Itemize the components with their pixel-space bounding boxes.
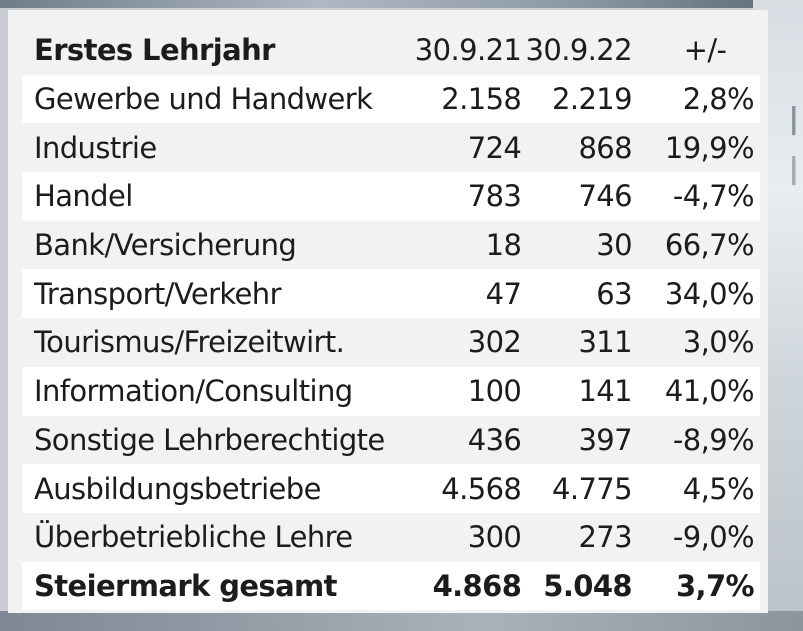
value-2022: 273 (521, 512, 633, 562)
table-row: Information/Consulting 100 141 41,0% (22, 366, 760, 416)
table-row: Ausbildungsbetriebe 4.568 4.775 4,5% (22, 464, 760, 513)
table-row: Tourismus/Freizeitwirt. 302 311 3,0% (22, 318, 760, 367)
table-header-row: Erstes Lehrjahr 30.9.21 30.9.22 +/- (22, 26, 760, 75)
column-header-2021: 30.9.21 (414, 26, 522, 75)
statistics-table-card: Erstes Lehrjahr 30.9.21 30.9.22 +/- Gewe… (8, 10, 768, 613)
value-2022: 30 (521, 220, 633, 270)
column-header-change: +/- (632, 26, 760, 75)
table-title: Erstes Lehrjahr (22, 26, 415, 75)
table-row: Handel 783 746 -4,7% (22, 172, 760, 221)
column-header-2022: 30.9.22 (521, 26, 633, 75)
row-label: Bank/Versicherung (22, 220, 415, 270)
value-change: 19,9% (632, 123, 760, 173)
row-label: Information/Consulting (22, 366, 415, 416)
value-2022: 4.775 (521, 464, 633, 513)
table-row: Sonstige Lehrberechtigte 436 397 -8,9% (22, 415, 760, 465)
table-row: Bank/Versicherung 18 30 66,7% (22, 220, 760, 270)
value-2022: 2.219 (521, 74, 633, 124)
background-fragment: l (788, 150, 799, 194)
value-change: 41,0% (632, 366, 760, 416)
table-row: Überbetriebliche Lehre 300 273 -9,0% (22, 512, 760, 562)
background-photo-top (0, 0, 803, 8)
value-2021: 2.158 (414, 74, 522, 124)
background-fragment: l (788, 100, 799, 144)
table-body: Erstes Lehrjahr 30.9.21 30.9.22 +/- Gewe… (22, 26, 760, 611)
apprenticeship-statistics-table: Erstes Lehrjahr 30.9.21 30.9.22 +/- Gewe… (22, 26, 760, 611)
row-label: Handel (22, 172, 415, 221)
value-2022: 141 (521, 366, 633, 416)
value-change: 4,5% (632, 464, 760, 513)
value-2021: 4.568 (414, 464, 522, 513)
value-change: 3,0% (632, 318, 760, 367)
value-2021: 783 (414, 172, 522, 221)
value-change: 2,8% (632, 74, 760, 124)
row-label: Industrie (22, 123, 415, 173)
row-label: Steiermark gesamt (22, 561, 415, 611)
value-2022: 397 (521, 415, 633, 465)
row-label: Überbetriebliche Lehre (22, 512, 415, 562)
value-2022: 311 (521, 318, 633, 367)
value-change: -4,7% (632, 172, 760, 221)
value-change: 66,7% (632, 220, 760, 270)
value-2021: 18 (414, 220, 522, 270)
table-row: Transport/Verkehr 47 63 34,0% (22, 269, 760, 319)
value-2021: 724 (414, 123, 522, 173)
value-2021: 436 (414, 415, 522, 465)
value-2022: 63 (521, 269, 633, 319)
value-2021: 100 (414, 366, 522, 416)
row-label: Gewerbe und Handwerk (22, 74, 415, 124)
value-2021: 300 (414, 512, 522, 562)
table-row: Gewerbe und Handwerk 2.158 2.219 2,8% (22, 74, 760, 124)
value-2022: 5.048 (521, 561, 633, 611)
row-label: Sonstige Lehrberechtigte (22, 415, 415, 465)
row-label: Ausbildungsbetriebe (22, 464, 415, 513)
background-photo-bottom (0, 611, 803, 631)
row-label: Transport/Verkehr (22, 269, 415, 319)
total-row: Steiermark gesamt 4.868 5.048 3,7% (22, 561, 760, 611)
value-2021: 47 (414, 269, 522, 319)
row-label: Tourismus/Freizeitwirt. (22, 318, 415, 367)
value-2022: 868 (521, 123, 633, 173)
table-row: Industrie 724 868 19,9% (22, 123, 760, 173)
value-change: 34,0% (632, 269, 760, 319)
value-change: -8,9% (632, 415, 760, 465)
value-2022: 746 (521, 172, 633, 221)
value-change: 3,7% (632, 561, 760, 611)
value-change: -9,0% (632, 512, 760, 562)
value-2021: 302 (414, 318, 522, 367)
value-2021: 4.868 (414, 561, 522, 611)
